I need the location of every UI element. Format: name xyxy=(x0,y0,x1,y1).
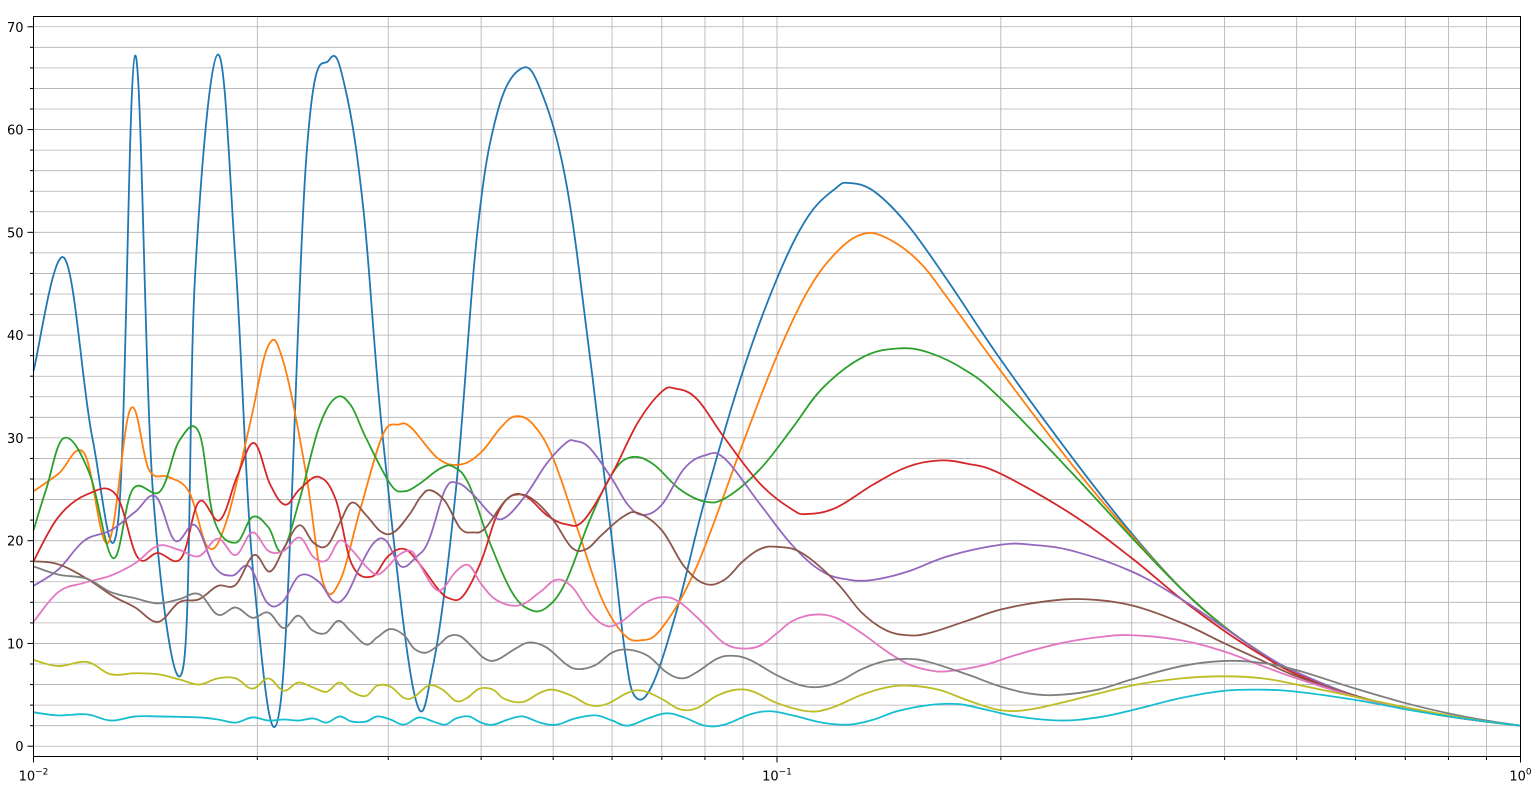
series-line-5 xyxy=(33,439,1521,727)
series-line-10 xyxy=(33,688,1521,728)
x-tick-exponent: −2 xyxy=(35,768,48,778)
x-tick-label: 10−1 xyxy=(762,768,792,785)
series-line-6 xyxy=(33,489,1521,727)
series-line-4 xyxy=(32,386,1521,727)
y-tick-label: 50 xyxy=(7,226,24,241)
series-line-1 xyxy=(32,53,1521,728)
y-tick-label: 20 xyxy=(7,535,24,550)
y-tick-label: 70 xyxy=(7,21,24,36)
x-tick-label: 10−2 xyxy=(19,768,49,785)
x-tick-base: 10 xyxy=(762,770,779,785)
series-line-9 xyxy=(33,659,1521,727)
y-tick-label: 10 xyxy=(7,637,24,652)
x-tick-label: 100 xyxy=(1509,768,1532,785)
y-tick-label: 60 xyxy=(7,124,24,139)
y-tick-label: 0 xyxy=(15,740,23,755)
x-tick-exponent: 0 xyxy=(1526,768,1532,778)
x-tick-exponent: −1 xyxy=(779,768,792,778)
y-tick-label: 40 xyxy=(7,329,24,344)
series-line-2 xyxy=(32,231,1521,727)
series-line-8 xyxy=(33,565,1521,727)
series-line-7 xyxy=(32,531,1521,727)
x-tick-base: 10 xyxy=(19,770,36,785)
x-tick-base: 10 xyxy=(1509,770,1526,785)
y-tick-label: 30 xyxy=(7,432,24,447)
series-line-3 xyxy=(32,347,1521,727)
grid-lines xyxy=(33,16,1521,757)
series-layer xyxy=(32,53,1521,728)
